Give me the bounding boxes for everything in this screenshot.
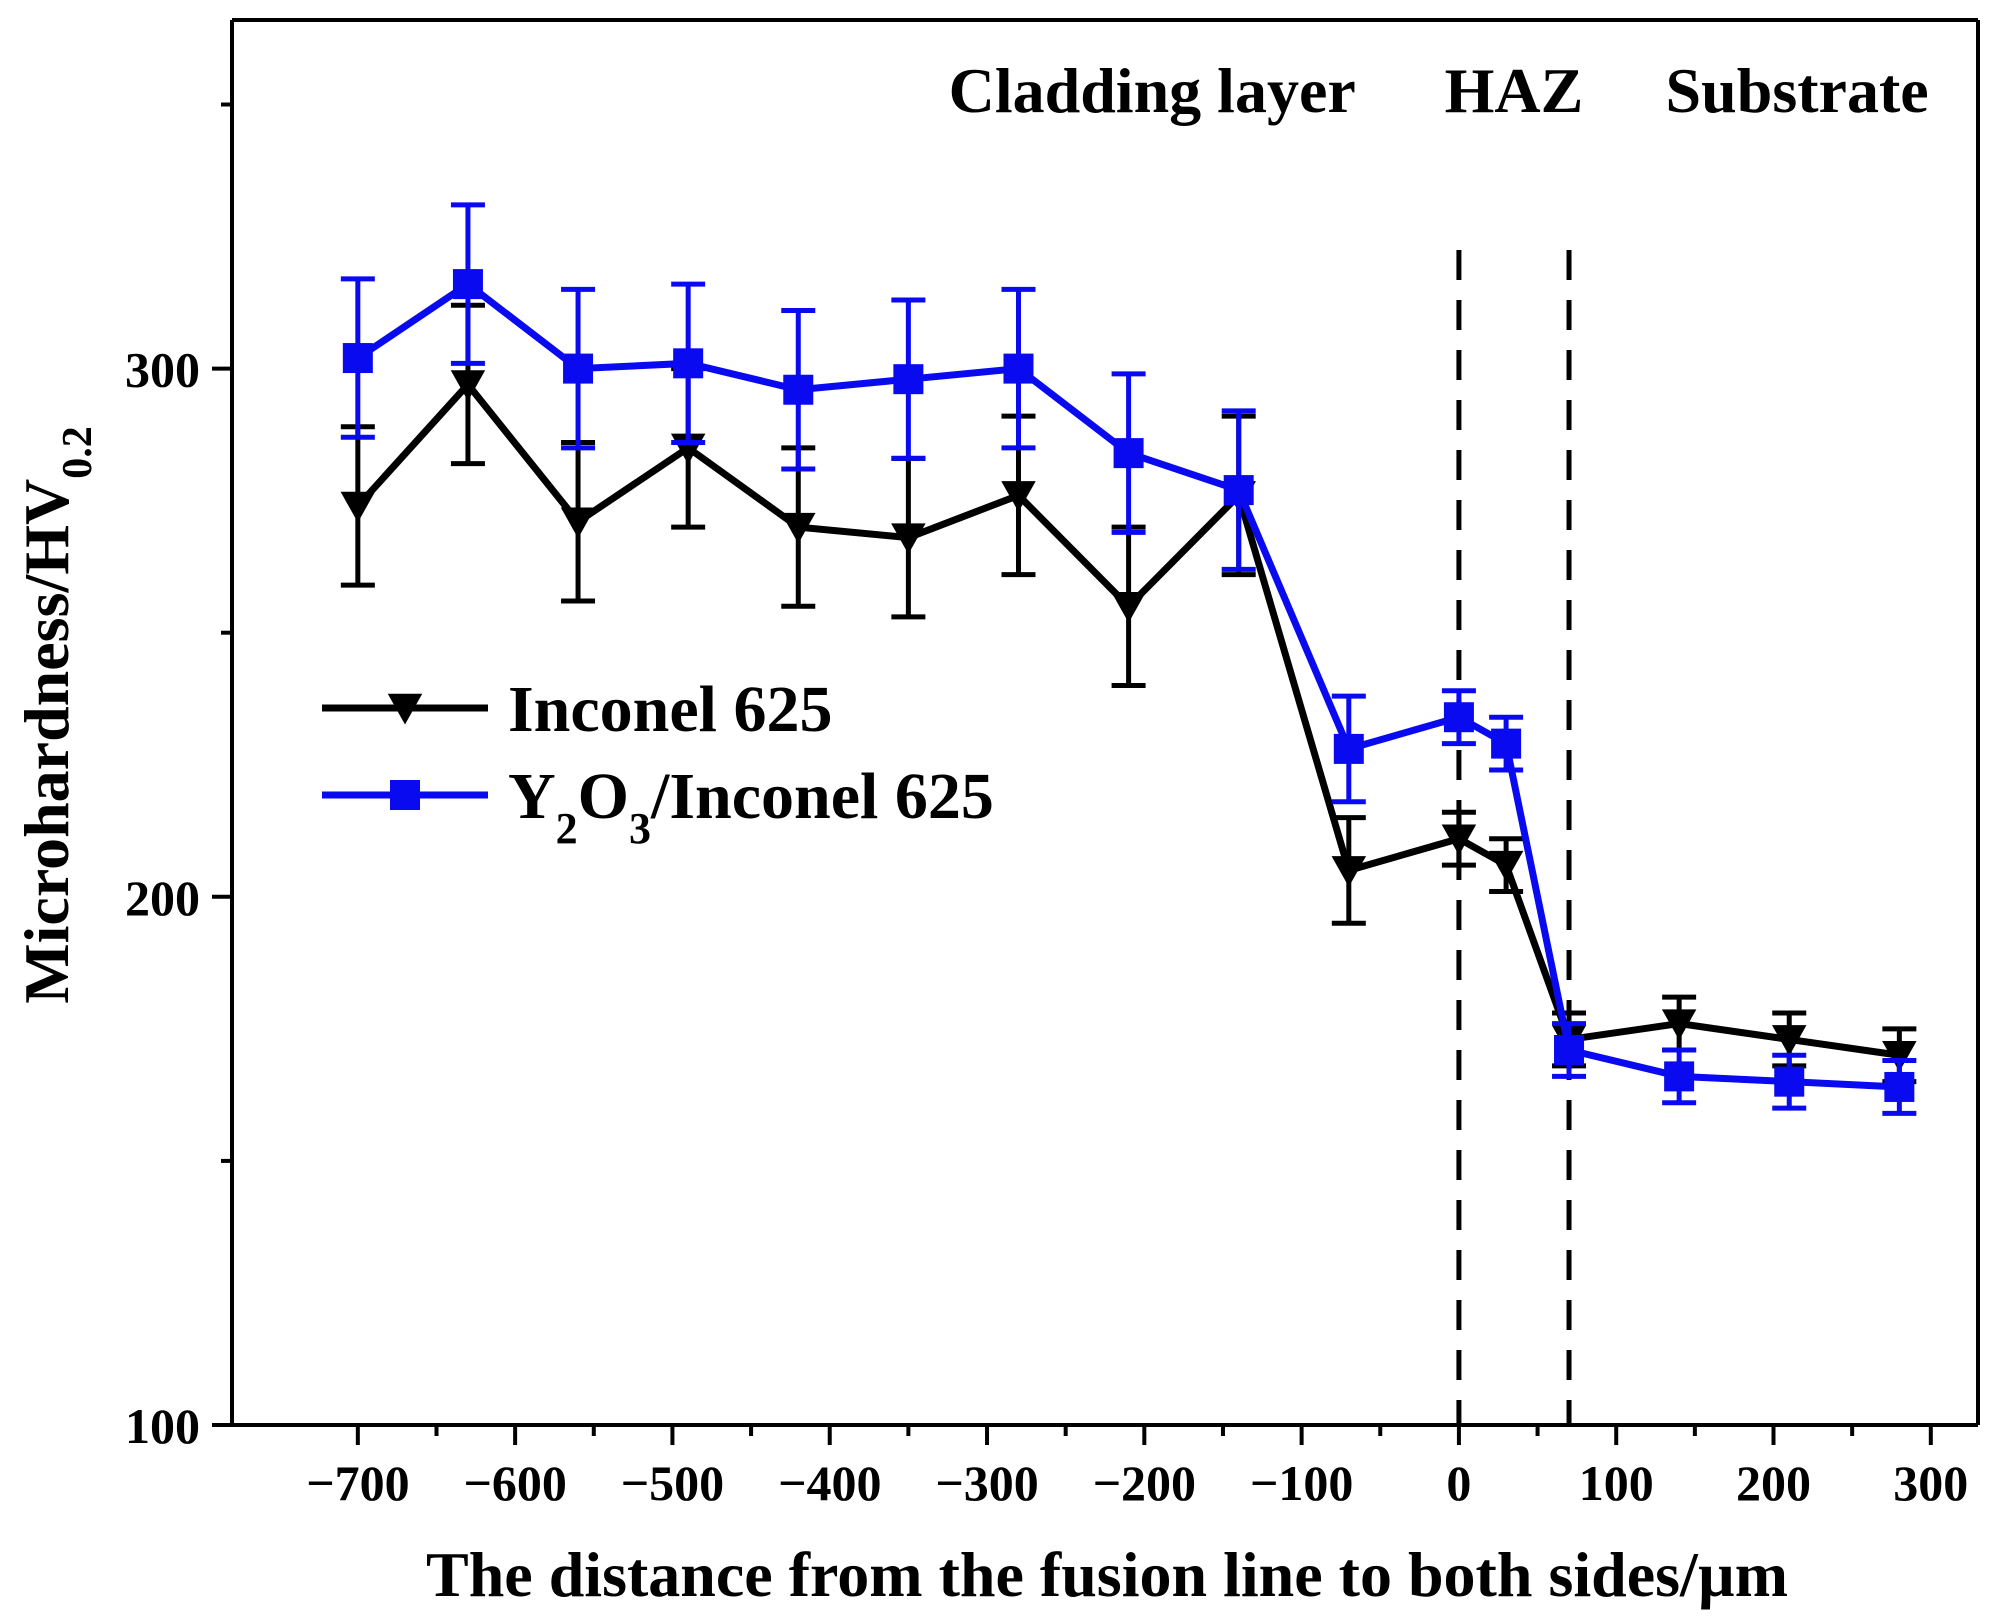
data-point	[1001, 481, 1036, 512]
region-label: Substrate	[1666, 55, 1929, 126]
x-tick-label: −600	[463, 1455, 567, 1511]
data-point	[1488, 850, 1524, 882]
series-line	[355, 279, 1900, 1091]
region-label: HAZ	[1445, 55, 1584, 126]
series-1	[340, 202, 1917, 1116]
x-tick-label: 300	[1893, 1455, 1968, 1511]
x-tick-label: −300	[935, 1455, 1039, 1511]
data-point	[452, 269, 483, 300]
data-point	[781, 512, 816, 544]
legend-label-part: O	[578, 760, 629, 833]
x-tick-label: −100	[1250, 1455, 1354, 1511]
data-point	[1771, 1025, 1807, 1056]
data-point	[342, 343, 373, 374]
data-point	[1443, 702, 1474, 733]
legend-label-part: 3	[629, 804, 651, 853]
series-line	[355, 379, 1900, 1059]
data-point	[893, 364, 924, 395]
data-point	[1441, 824, 1477, 856]
y-tick-label: 200	[125, 870, 200, 926]
data-point	[1223, 475, 1254, 506]
y-tick-label: 300	[125, 342, 200, 398]
data-point	[673, 348, 704, 379]
data-point	[340, 491, 376, 523]
legend-marker	[390, 780, 420, 810]
data-point	[1884, 1071, 1915, 1102]
data-point	[1554, 1034, 1585, 1065]
data-point	[1113, 438, 1144, 469]
legend-label: Y2O3/Inconel 625	[508, 760, 994, 853]
data-point	[1774, 1066, 1805, 1097]
data-point	[1111, 592, 1146, 623]
x-axis-title: The distance from the fusion line to bot…	[426, 1539, 1788, 1610]
legend-label-part: 2	[556, 804, 578, 853]
data-point	[1331, 856, 1367, 887]
legend-marker	[387, 693, 423, 725]
region-label: Cladding layer	[949, 55, 1356, 126]
data-point	[783, 374, 814, 405]
x-tick-label: −400	[778, 1455, 882, 1511]
data-point	[1664, 1061, 1695, 1092]
legend-label-part: /Inconel 625	[650, 760, 994, 833]
data-point	[1333, 733, 1364, 764]
data-point	[450, 370, 486, 401]
y-axis-title-sub: 0.2	[55, 426, 101, 479]
legend-label: Inconel 625	[508, 673, 833, 746]
data-point	[563, 353, 594, 384]
y-axis-title: Microhardness/HV0.2	[11, 426, 101, 1004]
data-point	[1661, 1009, 1697, 1041]
x-tick-label: 100	[1579, 1455, 1654, 1511]
y-tick-label: 100	[125, 1398, 200, 1454]
y-axis-title-main: Microhardness/HV	[11, 479, 82, 1004]
data-point	[891, 523, 926, 555]
data-point	[1491, 728, 1522, 759]
x-tick-label: 0	[1446, 1455, 1471, 1511]
x-tick-label: 200	[1736, 1455, 1811, 1511]
x-tick-label: −700	[306, 1455, 410, 1511]
x-tick-label: −200	[1093, 1455, 1197, 1511]
data-point	[1882, 1041, 1917, 1072]
data-point	[1003, 353, 1034, 384]
legend-label-part: Y	[508, 760, 556, 833]
data-point	[560, 507, 596, 539]
series-0	[340, 302, 1917, 1085]
x-tick-label: −500	[621, 1455, 725, 1511]
